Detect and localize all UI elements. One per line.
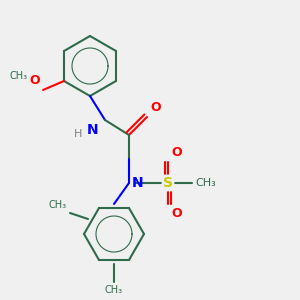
Text: N: N (132, 176, 144, 190)
Text: O: O (150, 101, 160, 114)
Text: CH₃: CH₃ (195, 178, 216, 188)
Text: CH₃: CH₃ (10, 71, 28, 81)
Text: CH₃: CH₃ (105, 285, 123, 295)
Text: H: H (74, 129, 82, 139)
Text: O: O (171, 146, 181, 159)
Text: O: O (171, 207, 181, 220)
Text: S: S (163, 176, 173, 190)
Text: O: O (29, 74, 40, 87)
Text: N: N (87, 123, 99, 137)
Text: CH₃: CH₃ (49, 200, 67, 210)
